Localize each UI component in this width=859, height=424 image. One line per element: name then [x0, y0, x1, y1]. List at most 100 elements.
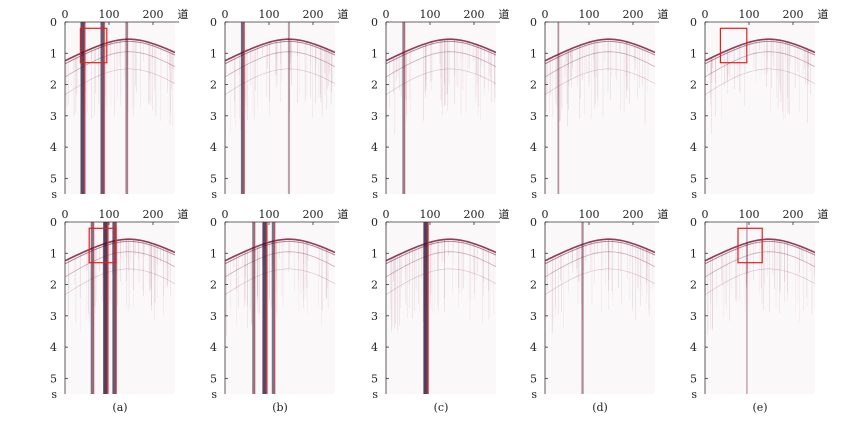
y-tick-label: 3 [210, 310, 217, 323]
panel-background [386, 222, 496, 394]
x-tick-label: 0 [542, 8, 549, 21]
reflection-event [705, 68, 815, 95]
x-tick-label: 200 [143, 8, 164, 21]
reflection-event [705, 40, 815, 65]
noise-trace [252, 222, 255, 394]
x-tick-label: 200 [464, 208, 485, 221]
noise-trace-edge [427, 222, 429, 394]
reflection-event [545, 251, 655, 278]
x-tick-label: 0 [702, 208, 709, 221]
panel-e-top: 0 100 200 道 0 1 2 3 4 5 s [690, 7, 829, 201]
panel-body [386, 222, 496, 394]
noise-trace [287, 22, 290, 194]
x-tick-label: 200 [143, 208, 164, 221]
panel-body [225, 22, 335, 194]
y-tick-label: 4 [530, 341, 537, 354]
noise-trace-edge [115, 222, 117, 394]
highlight-box [79, 27, 108, 64]
noise-trace-edge [127, 22, 129, 194]
reflection-event [545, 40, 655, 65]
y-tick-label: 1 [690, 247, 697, 260]
reflection-event [705, 38, 815, 62]
noise-trace [262, 222, 267, 394]
panel-caption: (c) [434, 401, 449, 414]
noise-trace [240, 22, 245, 194]
x-unit-label: 道 [178, 207, 189, 221]
reflection-event [65, 251, 175, 278]
x-tick-label: 0 [222, 8, 229, 21]
y-tick-label: 5 [210, 372, 217, 385]
y-unit-label: s [372, 188, 378, 201]
x-tick-label: 0 [62, 8, 69, 21]
x-unit-label: 道 [499, 7, 510, 21]
x-tick-label: 100 [579, 8, 600, 21]
y-tick-label: 0 [690, 16, 697, 29]
y-tick-label: 2 [210, 79, 217, 92]
y-tick-label: 1 [371, 47, 378, 60]
y-tick-label: 0 [530, 16, 537, 29]
y-tick-label: 3 [371, 110, 378, 123]
panel-c-top: 0 100 200 道 0 1 2 3 4 5 s [371, 7, 510, 201]
noise-trace-edge [558, 22, 560, 194]
y-tick-label: 2 [50, 279, 57, 292]
noise-trace [557, 22, 560, 194]
reflection-event [545, 238, 655, 262]
y-tick-label: 1 [371, 247, 378, 260]
y-unit-label: s [211, 188, 217, 201]
y-unit-label: s [691, 388, 697, 401]
x-tick-label: 200 [623, 208, 644, 221]
x-unit-label: 道 [338, 207, 349, 221]
x-tick-label: 100 [99, 8, 120, 21]
panel-a-bottom: 0 100 200 道 0 1 2 3 4 5 s [50, 207, 189, 401]
reflection-event [225, 240, 335, 265]
noise-trace [103, 222, 108, 394]
y-unit-label: s [51, 188, 57, 201]
y-tick-label: 2 [50, 79, 57, 92]
reflection-event [705, 51, 815, 78]
y-unit-label: s [372, 388, 378, 401]
reflection-event [65, 240, 175, 265]
noise-trace-edge [404, 22, 406, 194]
noise-trace [746, 222, 748, 394]
x-tick-label: 0 [542, 208, 549, 221]
y-tick-label: 0 [50, 216, 57, 229]
x-unit-label: 道 [658, 7, 669, 21]
noise-trace-edge [93, 222, 95, 394]
y-tick-label: 1 [690, 47, 697, 60]
y-unit-label: s [211, 388, 217, 401]
y-tick-label: 5 [50, 372, 57, 385]
y-tick-label: 2 [530, 279, 537, 292]
highlight-box [737, 227, 763, 264]
y-tick-label: 0 [690, 216, 697, 229]
y-tick-label: 2 [690, 279, 697, 292]
y-tick-label: 4 [210, 341, 217, 354]
panel-background [65, 222, 175, 394]
y-tick-label: 5 [530, 372, 537, 385]
y-tick-label: 4 [371, 341, 378, 354]
panel-body [705, 22, 815, 194]
reflection-event [705, 268, 815, 295]
y-tick-label: 0 [371, 216, 378, 229]
y-tick-label: 2 [690, 79, 697, 92]
y-tick-label: 4 [50, 141, 57, 154]
panel-caption: (b) [272, 401, 288, 414]
y-tick-label: 3 [210, 110, 217, 123]
noise-trace [271, 222, 275, 394]
x-unit-label: 道 [178, 7, 189, 21]
panel-e-bottom: 0 100 200 道 0 1 2 3 4 5 s [690, 207, 829, 401]
y-tick-label: 4 [210, 141, 217, 154]
x-tick-label: 200 [783, 208, 804, 221]
panel-body [545, 222, 655, 394]
x-unit-label: 道 [338, 7, 349, 21]
y-unit-label: s [531, 388, 537, 401]
y-tick-label: 1 [50, 47, 57, 60]
y-tick-label: 3 [690, 110, 697, 123]
y-tick-label: 1 [50, 247, 57, 260]
x-unit-label: 道 [658, 207, 669, 221]
x-tick-label: 0 [383, 8, 390, 21]
noise-trace [423, 222, 428, 394]
panel-background [545, 222, 655, 394]
x-tick-label: 0 [702, 8, 709, 21]
x-tick-label: 100 [259, 208, 280, 221]
